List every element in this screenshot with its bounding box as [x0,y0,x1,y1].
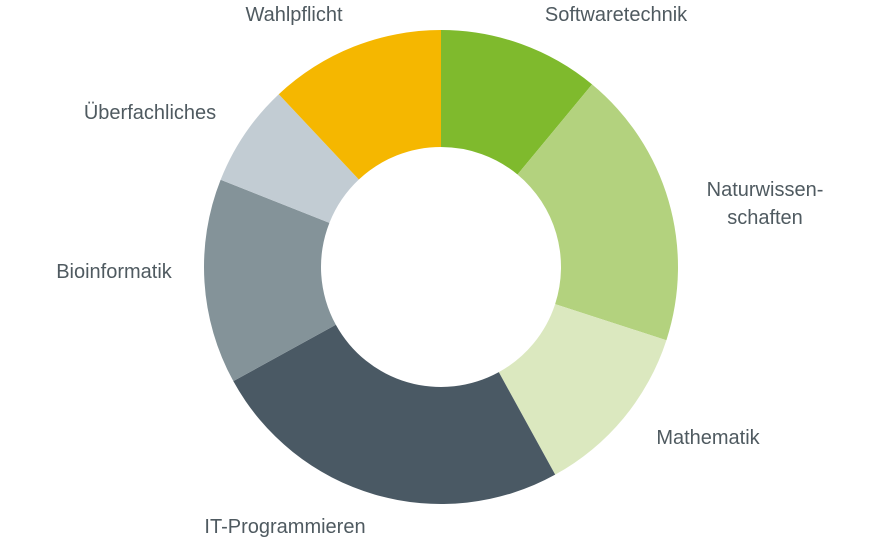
donut-segment [441,30,593,175]
donut-segment [204,179,336,382]
segment-label: Softwaretechnik [544,4,688,26]
donut-segment [233,324,556,504]
segment-label: Überfachliches [83,102,217,124]
segment-label: IT-Programmieren [204,516,366,538]
segment-label: Bioinformatik [56,261,172,283]
segment-label: Naturwissen- schaften [706,179,824,229]
donut-segment [498,304,667,475]
segment-label: Wahlpflicht [245,4,343,26]
donut-segment [278,30,441,180]
donut-segment [220,94,359,223]
donut-segment [517,84,678,341]
segment-label: Mathematik [656,427,760,449]
